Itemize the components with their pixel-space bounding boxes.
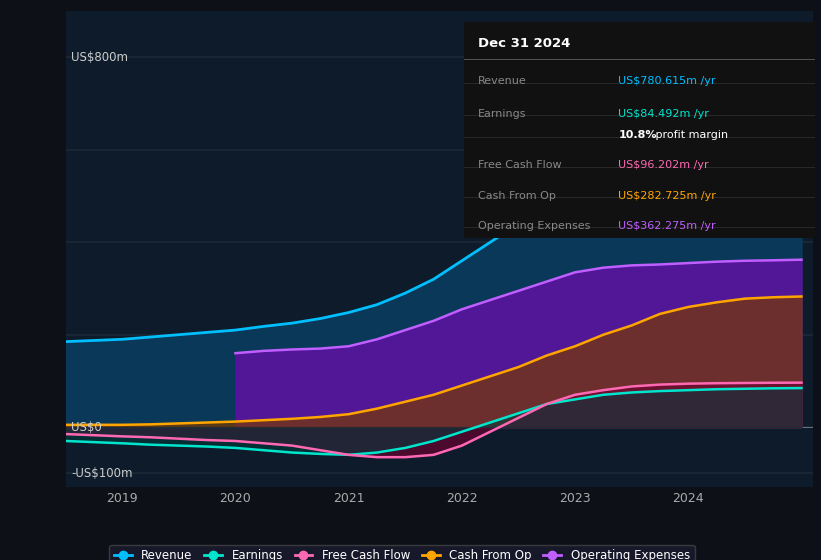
Text: 10.8%: 10.8% [618, 130, 657, 140]
Text: profit margin: profit margin [652, 130, 728, 140]
Text: Free Cash Flow: Free Cash Flow [478, 160, 562, 170]
Text: US$0: US$0 [71, 421, 102, 433]
Text: Dec 31 2024: Dec 31 2024 [478, 38, 571, 50]
Text: Cash From Op: Cash From Op [478, 190, 556, 200]
Text: Operating Expenses: Operating Expenses [478, 221, 590, 231]
Text: US$84.492m /yr: US$84.492m /yr [618, 109, 709, 119]
Text: US$780.615m /yr: US$780.615m /yr [618, 76, 716, 86]
Text: US$96.202m /yr: US$96.202m /yr [618, 160, 709, 170]
Text: Revenue: Revenue [478, 76, 526, 86]
Text: US$362.275m /yr: US$362.275m /yr [618, 221, 716, 231]
Legend: Revenue, Earnings, Free Cash Flow, Cash From Op, Operating Expenses: Revenue, Earnings, Free Cash Flow, Cash … [109, 544, 695, 560]
Text: US$800m: US$800m [71, 51, 128, 64]
Text: US$282.725m /yr: US$282.725m /yr [618, 190, 717, 200]
Text: Earnings: Earnings [478, 109, 526, 119]
Text: -US$100m: -US$100m [71, 467, 133, 480]
